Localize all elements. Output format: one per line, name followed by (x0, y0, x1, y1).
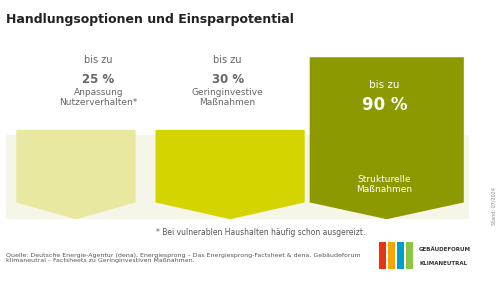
Polygon shape (16, 130, 136, 219)
Text: KLIMANEUTRAL: KLIMANEUTRAL (419, 261, 467, 266)
Text: * Bei vulnerablen Haushalten häufig schon ausgereizt.: * Bei vulnerablen Haushalten häufig scho… (156, 228, 365, 237)
Text: 90 %: 90 % (362, 96, 407, 114)
Text: Geringinvestive
Maßnahmen: Geringinvestive Maßnahmen (192, 88, 264, 107)
FancyBboxPatch shape (380, 241, 386, 269)
Text: bis zu: bis zu (84, 55, 112, 65)
Text: Quelle: Deutsche Energie-Agentur (dena), Energiesprong – Das Energiesprong-Facts: Quelle: Deutsche Energie-Agentur (dena),… (6, 253, 361, 263)
Text: Stand: 07/2024: Stand: 07/2024 (491, 187, 496, 225)
Text: 25 %: 25 % (82, 73, 114, 86)
Text: 30 %: 30 % (212, 73, 244, 86)
FancyBboxPatch shape (6, 135, 469, 219)
Text: bis zu: bis zu (214, 55, 242, 65)
FancyBboxPatch shape (397, 241, 404, 269)
Polygon shape (156, 130, 304, 219)
Text: GEBÄUDEFORUM: GEBÄUDEFORUM (419, 247, 471, 252)
FancyBboxPatch shape (388, 241, 395, 269)
Text: Anpassung
Nutzerverhalten*: Anpassung Nutzerverhalten* (59, 88, 138, 107)
Text: Strukturelle
Maßnahmen: Strukturelle Maßnahmen (356, 175, 412, 194)
Text: bis zu: bis zu (369, 80, 400, 90)
Text: Handlungsoptionen und Einsparpotential: Handlungsoptionen und Einsparpotential (6, 13, 294, 26)
Polygon shape (310, 57, 464, 219)
FancyBboxPatch shape (406, 241, 413, 269)
